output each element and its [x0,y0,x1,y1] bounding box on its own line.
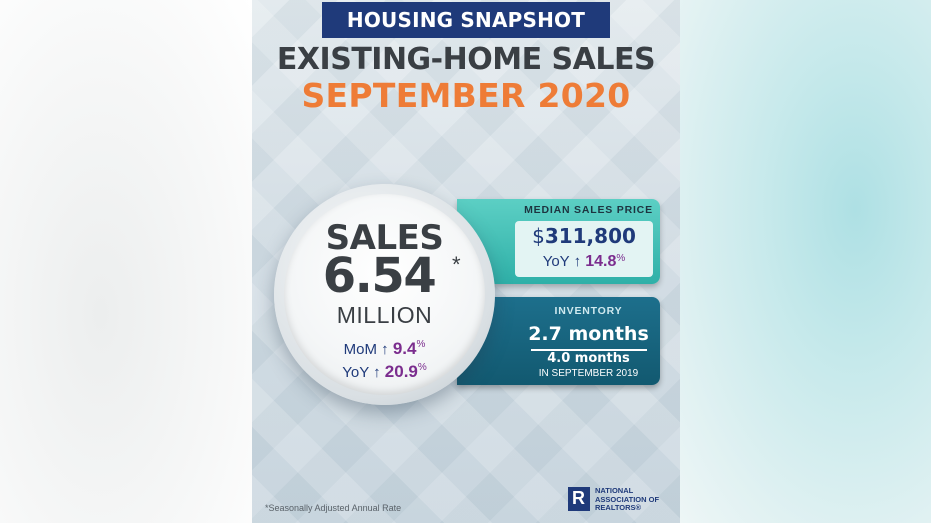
logo-line-2: ASSOCIATION OF [595,494,660,504]
dollar-sign: $ [532,224,545,248]
background-right [679,0,931,523]
median-price-label: MEDIAN SALES PRICE [524,204,653,216]
asterisk: * [452,252,461,277]
median-price-yoy: YoY ↑ 14.8% [515,253,653,271]
median-price-card: MEDIAN SALES PRICE $311,800 YoY ↑ 14.8% [457,199,660,284]
inventory-label: INVENTORY [554,305,623,317]
percent-sign: % [416,339,426,350]
infographic-poster: HOUSING SNAPSHOT EXISTING-HOME SALES SEP… [252,0,680,523]
logo-line-1: NATIONAL [595,486,634,495]
mom-label: MoM [343,341,377,358]
background-left [0,0,252,523]
footnote: *Seasonally Adjusted Annual Rate [265,503,402,513]
divider [531,349,647,351]
realtor-r-icon [568,487,590,511]
percent-sign: % [417,362,427,373]
headline: EXISTING-HOME SALES [276,42,656,77]
inventory-current: 2.7 months [528,323,649,345]
up-arrow-icon: ↑ [573,253,582,270]
median-price-value: $311,800 [515,224,653,248]
up-arrow-icon: ↑ [381,341,389,358]
subhead-date: SEPTEMBER 2020 [301,76,631,115]
mom-value: 9.4 [392,339,417,358]
yoy-value: 20.9 [384,362,418,381]
nar-logo: NATIONAL ASSOCIATION OF REALTORS® [568,486,678,514]
sales-mom: MoM ↑ 9.4% [284,339,485,359]
sales-label: SALES [325,218,444,258]
up-arrow-icon: ↑ [373,364,381,381]
median-price-amount: 311,800 [544,224,636,248]
inventory-previous: 4.0 months [547,351,630,366]
sales-circle: SALES 6.54 * MILLION MoM ↑ 9.4% YoY ↑ 20… [274,184,495,405]
banner-title: HOUSING SNAPSHOT [322,2,610,38]
percent-sign: % [616,253,626,264]
median-price-panel: $311,800 YoY ↑ 14.8% [515,221,653,277]
sales-unit: MILLION [336,302,433,328]
sales-yoy: YoY ↑ 20.9% [284,362,485,382]
sales-value: 6.54 [322,248,437,304]
nar-logo-text: NATIONAL ASSOCIATION OF REALTORS® [595,486,679,513]
logo-line-3: REALTORS® [595,503,642,512]
yoy-label: YoY [342,364,369,381]
sales-circle-inner: SALES 6.54 * MILLION MoM ↑ 9.4% YoY ↑ 20… [284,194,485,395]
yoy-label: YoY [542,253,570,270]
inventory-previous-label: IN SEPTEMBER 2019 [538,368,639,379]
yoy-value: 14.8 [585,253,617,270]
